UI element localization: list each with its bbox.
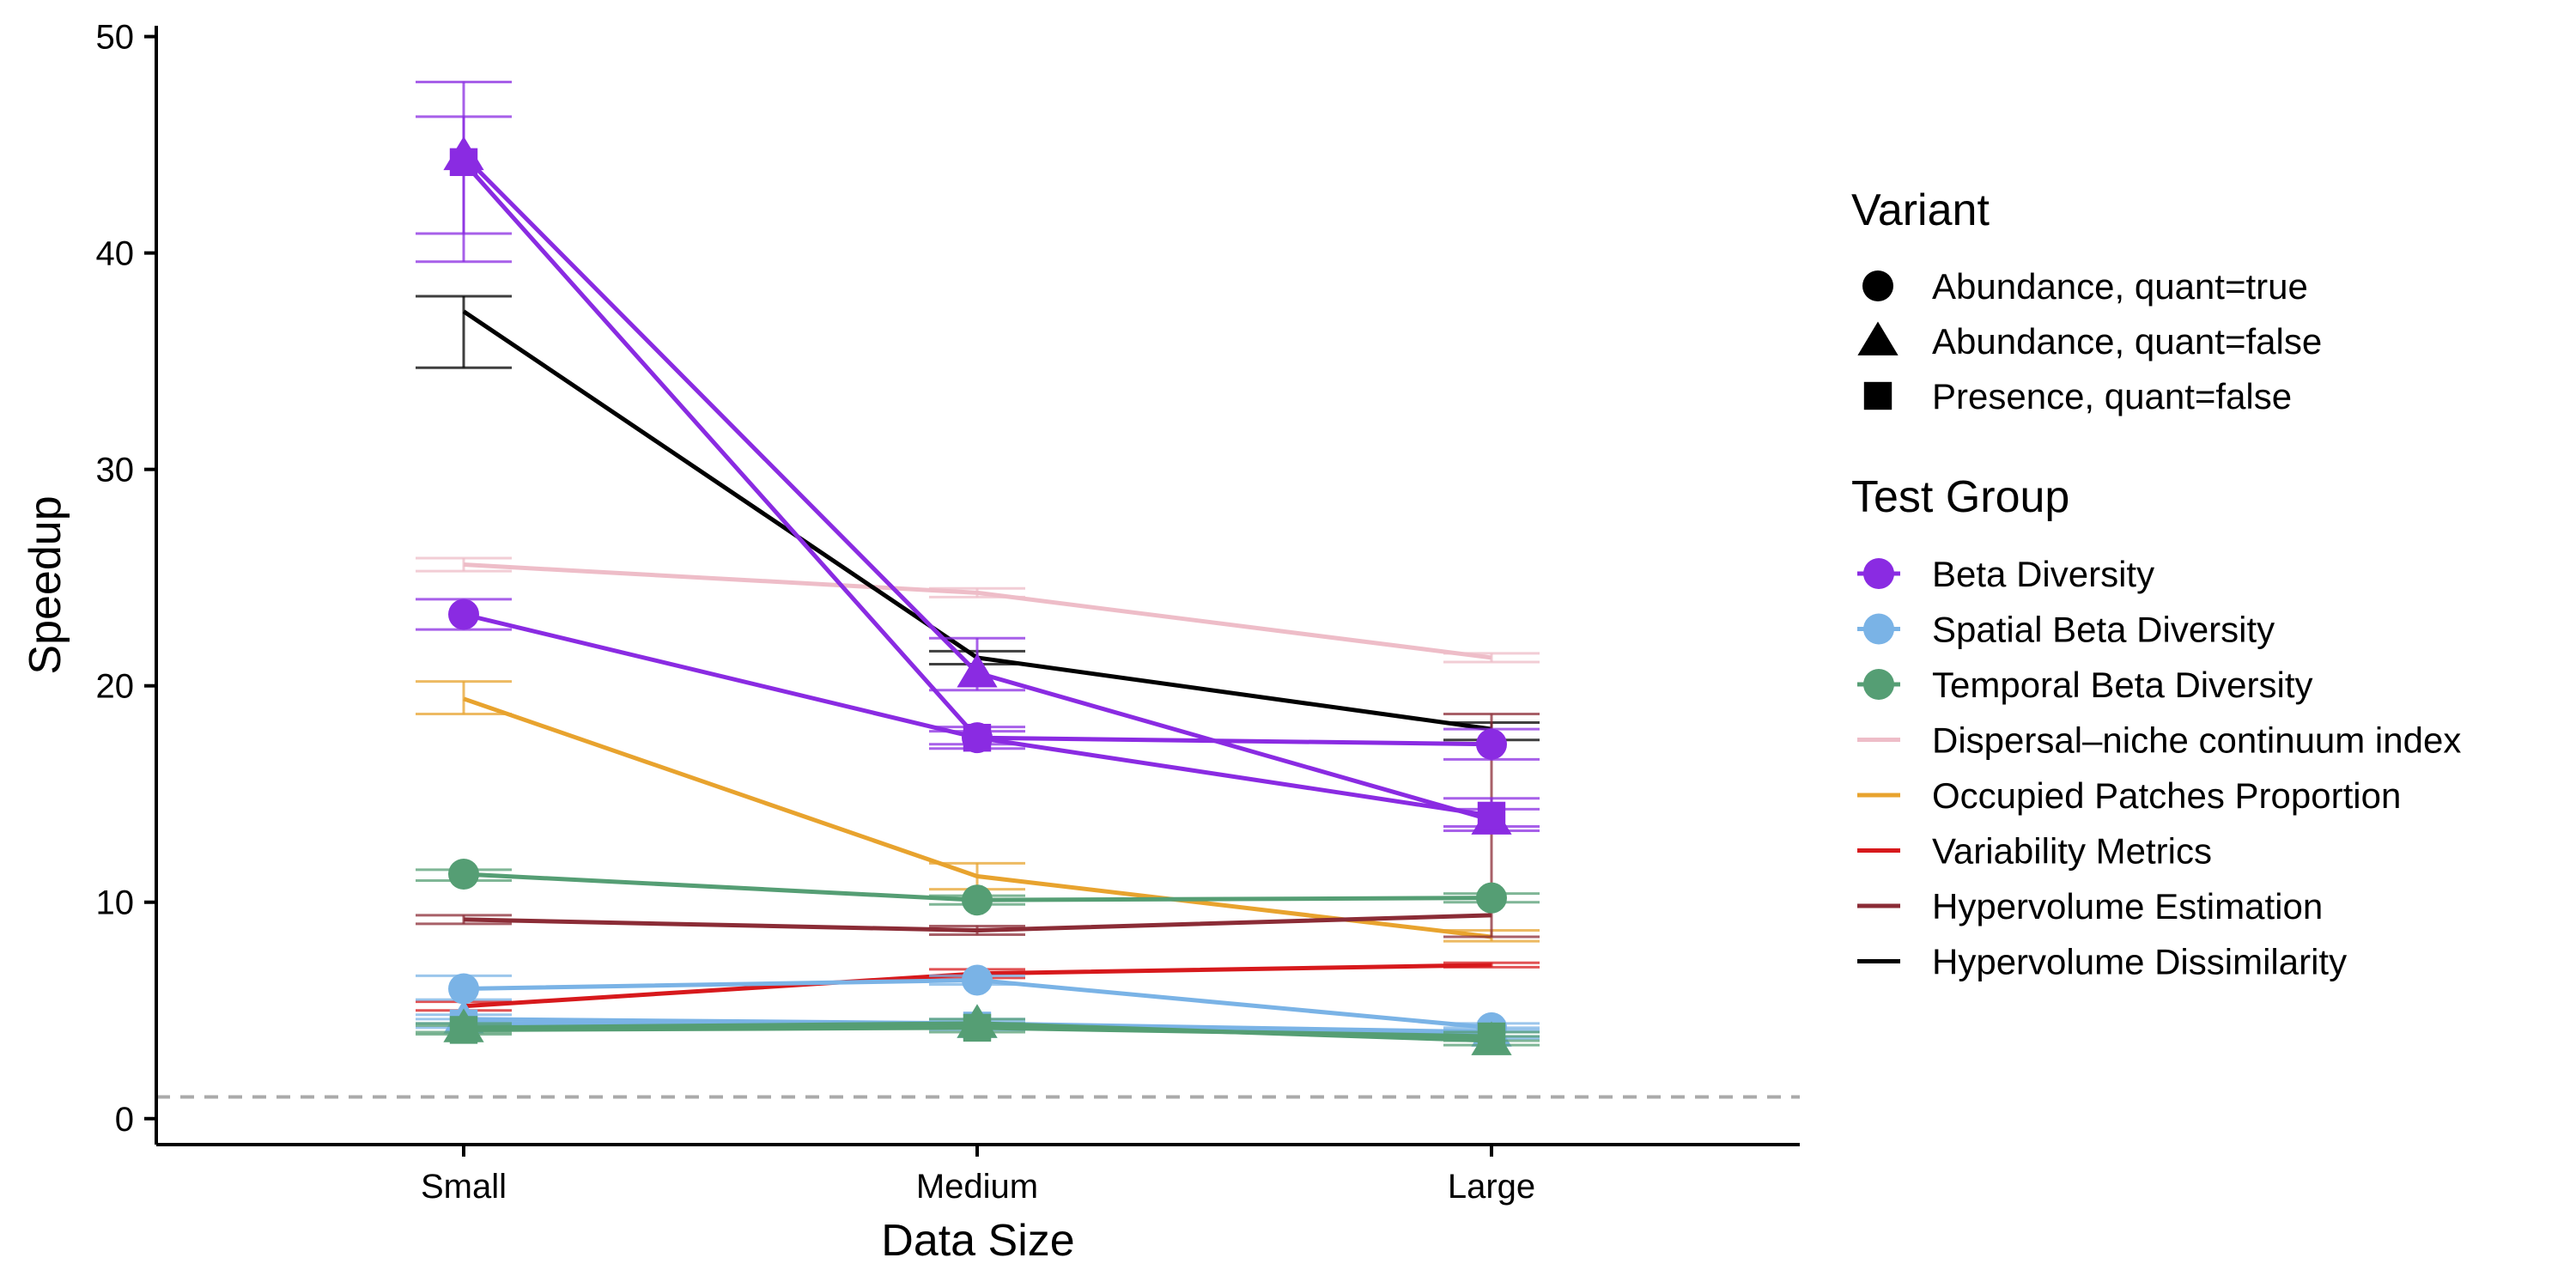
data-point [448,973,479,1005]
legend-circle-icon [1863,669,1894,700]
legend: Variant Test Group Abundance, quant=true… [1851,185,2461,982]
y-axis-title: Speedup [21,495,70,674]
data-point [448,858,479,890]
data-point [962,884,993,916]
y-tick-label: 20 [96,668,135,706]
group-legend-label: Hypervolume Estimation [1932,886,2323,927]
series-temporal-beta-diversity-circle [416,858,1540,916]
data-point [1477,801,1506,830]
group-legend-label: Occupied Patches Proportion [1932,775,2401,816]
variant-legend-title: Variant [1851,185,1990,235]
data-point [963,1013,992,1042]
data-point [1476,882,1507,914]
data-point [449,148,478,176]
group-legend-label: Variability Metrics [1932,831,2212,872]
legend-triangle-icon [1857,321,1899,355]
group-legend-title: Test Group [1851,472,2069,522]
y-tick-label: 40 [96,235,135,273]
data-point [963,723,992,752]
y-tick-label: 0 [115,1101,134,1139]
series-occupied-patches-proportion-none [416,680,1540,943]
x-tick-label: Small [421,1168,507,1206]
variant-legend-label: Presence, quant=false [1932,376,2292,416]
x-axis-title: Data Size [881,1216,1074,1266]
series-line [462,161,1492,818]
data-point [449,1016,478,1044]
series-line [463,562,1492,660]
legend-circle-icon [1863,613,1894,645]
x-tick-label: Medium [916,1168,1038,1206]
y-tick-label: 50 [96,19,135,57]
plot-area [156,81,1800,1099]
legend-circle-icon [1863,558,1894,589]
group-legend-label: Beta Diversity [1932,554,2154,594]
series-line [463,913,1492,933]
axes: Data Size Speedup 0 10 20 30 40 50 Small Medium… [21,19,1800,1266]
variant-legend-label: Abundance, quant=true [1932,266,2308,307]
series-beta-diversity-square [416,81,1540,830]
series-line [463,696,1492,939]
y-tick-label: 10 [96,884,135,922]
series-temporal-beta-diversity-square [416,1013,1540,1051]
data-point [1477,1022,1506,1051]
variant-legend-label: Abundance, quant=false [1932,321,2322,361]
x-tick-label: Large [1448,1168,1535,1206]
data-point [957,653,998,688]
series-dispersal-niche-continuum-index-none [416,556,1540,664]
legend-circle-icon [1862,270,1893,301]
group-legend-label: Hypervolume Dissimilarity [1932,942,2347,982]
data-point [448,598,479,630]
group-legend-label: Temporal Beta Diversity [1932,665,2312,705]
group-legend-label: Spatial Beta Diversity [1932,610,2275,650]
data-point [1476,728,1507,760]
group-legend-label: Dispersal–niche continuum index [1932,720,2461,761]
series-line [462,154,1492,823]
y-tick-label: 30 [96,452,135,489]
data-point [962,964,993,996]
legend-square-icon [1863,381,1893,410]
